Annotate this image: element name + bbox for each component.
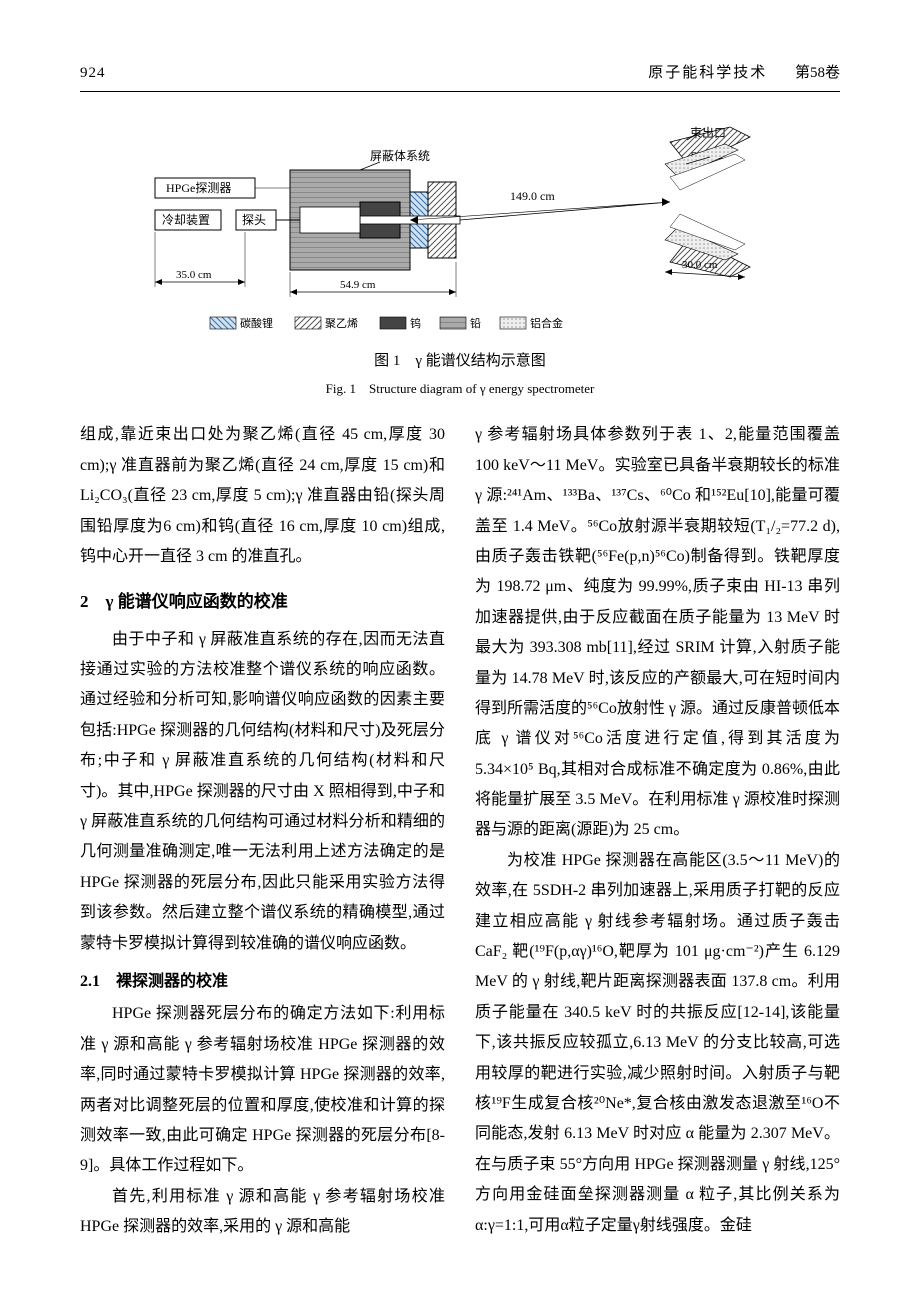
spectrometer-diagram-svg: 束出口 聚乙烯 屏蔽体系统	[110, 122, 810, 342]
dim-149: 149.0 cm	[510, 189, 555, 203]
section-2-1-heading: 2.1 裸探测器的校准	[80, 967, 445, 997]
page-header: 924 原子能科学技术 第58卷	[80, 60, 840, 92]
probe-box-label: 探头	[242, 213, 266, 227]
figure-caption-zh: 图 1 γ 能谱仪结构示意图	[80, 348, 840, 375]
dim-30: 30.0 cm	[682, 259, 718, 271]
right-column: γ 参考辐射场具体参数列于表 1、2,能量范围覆盖 100 keV～11 MeV…	[475, 420, 840, 1242]
left-column: 组成,靠近束出口处为聚乙烯(直径 45 cm,厚度 30 cm);γ 准直器前为…	[80, 420, 445, 1242]
legend-al: 铝合金	[530, 316, 563, 330]
cooler-box-label: 冷却装置	[162, 213, 210, 227]
section-2-heading: 2 γ 能谱仪响应函数的校准	[80, 586, 445, 618]
figure-caption-en: Fig. 1 Structure diagram of γ energy spe…	[80, 377, 840, 400]
journal-name: 原子能科学技术	[648, 65, 767, 81]
dim-54: 54.9 cm	[340, 279, 376, 291]
diagram-legend: 碳酸锂 聚乙烯 钨 铅 铝合金	[210, 316, 563, 330]
right-p1: γ 参考辐射场具体参数列于表 1、2,能量范围覆盖 100 keV～11 MeV…	[475, 420, 840, 845]
dim-35: 35.0 cm	[176, 269, 212, 281]
body-columns: 组成,靠近束出口处为聚乙烯(直径 45 cm,厚度 30 cm);γ 准直器前为…	[80, 420, 840, 1242]
right-p2: 为校准 HPGe 探测器在高能区(3.5～11 MeV)的效率,在 5SDH-2…	[475, 846, 840, 1241]
shield-system-label: 屏蔽体系统	[370, 149, 430, 163]
legend-poly: 聚乙烯	[325, 317, 358, 330]
header-right: 原子能科学技术 第58卷	[648, 60, 840, 87]
left-p4: 首先,利用标准 γ 源和高能 γ 参考辐射场校准 HPGe 探测器的效率,采用的…	[80, 1182, 445, 1243]
page-container: 924 原子能科学技术 第58卷 束出口 聚乙烯 屏蔽体系统	[0, 0, 920, 1282]
legend-li: 碳酸锂	[240, 316, 273, 330]
left-p3: HPGe 探测器死层分布的确定方法如下:利用标准 γ 源和高能 γ 参考辐射场校…	[80, 999, 445, 1181]
left-p2: 由于中子和 γ 屏蔽准直系统的存在,因而无法直接通过实验的方法校准整个谱仪系统的…	[80, 625, 445, 959]
legend-pb: 铅	[470, 316, 481, 330]
left-p1: 组成,靠近束出口处为聚乙烯(直径 45 cm,厚度 30 cm);γ 准直器前为…	[80, 420, 445, 572]
volume-label: 第58卷	[795, 65, 840, 81]
detector-cavity	[300, 207, 360, 233]
page-number: 924	[80, 60, 106, 87]
legend-w: 钨	[410, 317, 421, 330]
beam-axis	[460, 202, 670, 220]
hpge-box-label: HPGe探测器	[166, 181, 231, 195]
figure-diagram: 束出口 聚乙烯 屏蔽体系统	[80, 122, 840, 400]
